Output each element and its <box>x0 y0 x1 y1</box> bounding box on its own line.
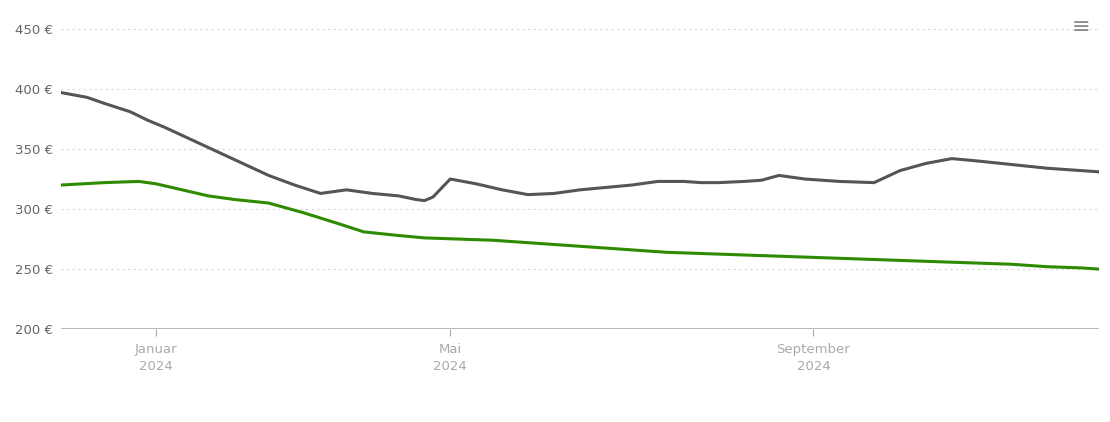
Sackware <box>80 95 93 100</box>
lose Ware <box>228 197 241 202</box>
lose Ware <box>357 229 371 234</box>
Text: ≡: ≡ <box>1071 17 1090 37</box>
Sackware <box>444 176 457 181</box>
lose Ware <box>201 193 214 198</box>
Sackware <box>392 193 405 198</box>
Sackware <box>867 180 880 185</box>
Sackware <box>1006 162 1019 167</box>
Sackware <box>773 173 786 178</box>
Sackware <box>366 191 380 196</box>
Sackware <box>625 182 638 187</box>
Sackware <box>417 198 431 203</box>
lose Ware <box>452 237 465 242</box>
Sackware <box>470 181 483 187</box>
lose Ware <box>392 233 405 238</box>
lose Ware <box>659 250 673 255</box>
lose Ware <box>1040 264 1053 269</box>
lose Ware <box>798 254 811 260</box>
lose Ware <box>556 243 569 248</box>
lose Ware <box>175 187 189 192</box>
lose Ware <box>296 210 310 215</box>
lose Ware <box>417 235 431 241</box>
Sackware <box>1074 168 1088 173</box>
Sackware <box>919 161 932 166</box>
Sackware <box>738 179 751 184</box>
lose Ware <box>832 256 846 261</box>
Sackware <box>574 187 587 192</box>
lose Ware <box>971 260 985 265</box>
Line: lose Ware: lose Ware <box>61 181 1099 269</box>
Sackware <box>408 197 422 202</box>
Sackware <box>547 191 561 196</box>
Sackware <box>210 149 223 154</box>
Sackware <box>123 109 137 114</box>
Sackware <box>832 179 846 184</box>
lose Ware <box>591 245 604 250</box>
Sackware <box>522 192 535 197</box>
Sackware <box>652 179 665 184</box>
Sackware <box>287 182 301 187</box>
lose Ware <box>331 221 344 226</box>
lose Ware <box>729 252 743 257</box>
lose Ware <box>625 247 638 252</box>
Sackware <box>798 176 811 181</box>
Sackware <box>712 180 725 185</box>
Sackware <box>1040 166 1053 171</box>
Sackware <box>971 159 985 164</box>
lose Ware <box>54 182 68 187</box>
Sackware <box>495 187 508 192</box>
Sackware <box>1092 169 1106 174</box>
Sackware <box>159 125 172 130</box>
Sackware <box>184 137 198 142</box>
Sackware <box>262 173 275 178</box>
lose Ware <box>1074 265 1088 271</box>
Sackware <box>695 180 708 185</box>
lose Ware <box>132 179 145 184</box>
Line: Sackware: Sackware <box>61 92 1099 200</box>
lose Ware <box>522 240 535 245</box>
Sackware <box>54 90 68 95</box>
lose Ware <box>487 238 501 243</box>
Sackware <box>946 156 959 161</box>
Sackware <box>340 187 353 192</box>
lose Ware <box>1006 262 1019 267</box>
lose Ware <box>902 258 916 263</box>
Sackware <box>236 161 250 166</box>
Sackware <box>755 178 768 183</box>
lose Ware <box>867 257 880 262</box>
lose Ware <box>262 200 275 206</box>
Sackware <box>426 195 440 200</box>
Sackware <box>599 185 613 190</box>
lose Ware <box>150 181 163 187</box>
Sackware <box>314 191 327 196</box>
Sackware <box>98 101 111 106</box>
Sackware <box>141 118 154 123</box>
Sackware <box>894 168 907 173</box>
Sackware <box>677 179 690 184</box>
lose Ware <box>98 180 111 185</box>
lose Ware <box>764 253 777 258</box>
lose Ware <box>1092 267 1106 272</box>
lose Ware <box>937 260 950 265</box>
lose Ware <box>695 251 708 256</box>
